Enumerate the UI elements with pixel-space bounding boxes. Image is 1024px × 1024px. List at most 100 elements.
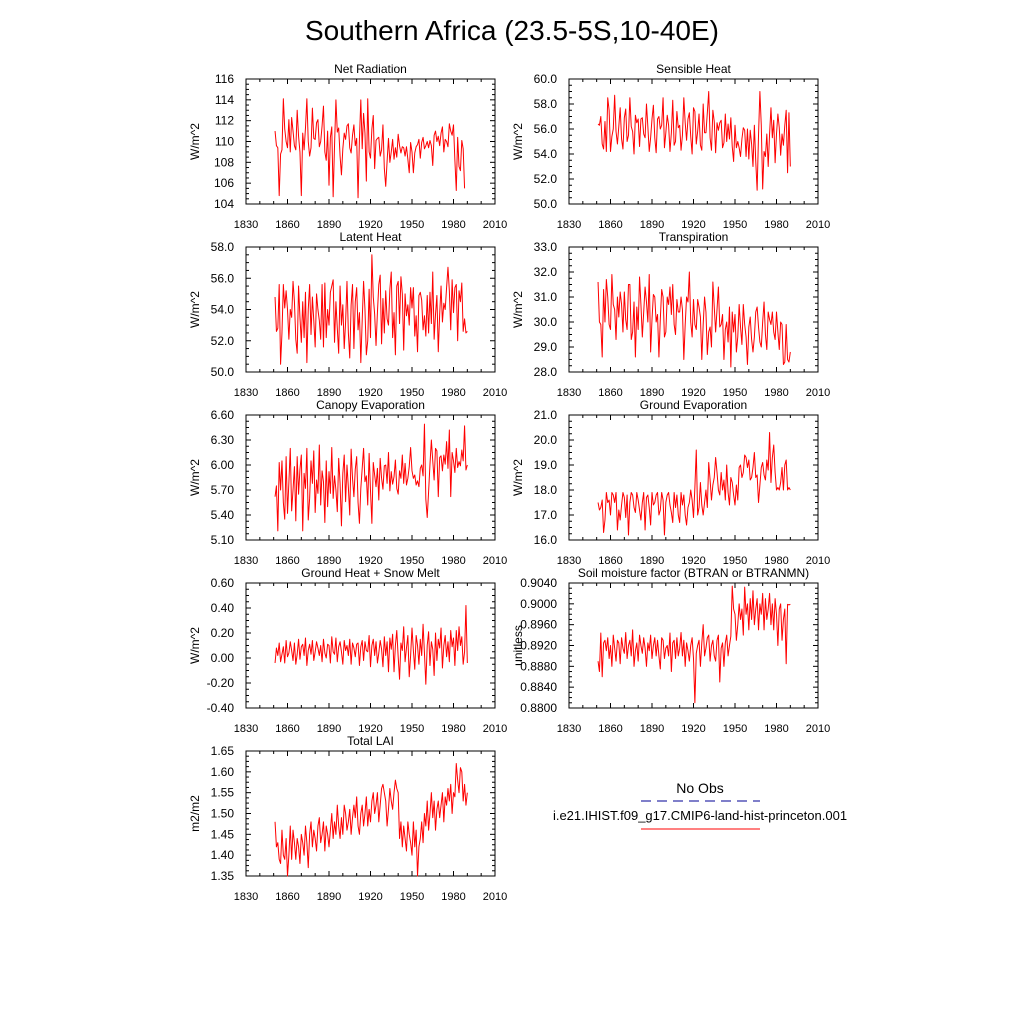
panel-title: Sensible Heat xyxy=(656,62,731,76)
legend-model-label: i.e21.IHIST.f09_g17.CMIP6-land-hist-prin… xyxy=(553,808,847,823)
x-tick-label: 1890 xyxy=(317,891,341,903)
y-axis-label: W/m^2 xyxy=(188,627,202,664)
y-tick-label: 1.35 xyxy=(211,869,235,883)
y-axis-label: W/m^2 xyxy=(188,459,202,496)
x-tick-label: 1980 xyxy=(441,723,465,735)
y-tick-label: 29.0 xyxy=(534,340,558,354)
series-line xyxy=(274,763,468,877)
x-tick-label: 1890 xyxy=(640,387,664,399)
series-line xyxy=(597,432,791,536)
x-tick-label: 1860 xyxy=(275,891,299,903)
y-tick-label: 50.0 xyxy=(534,197,558,211)
x-tick-label: 2010 xyxy=(483,723,507,735)
y-tick-label: 52.0 xyxy=(534,172,558,186)
y-tick-label: 60.0 xyxy=(534,72,558,86)
y-tick-label: 31.0 xyxy=(534,290,558,304)
y-axis-label: W/m^2 xyxy=(188,123,202,160)
x-tick-label: 1860 xyxy=(598,723,622,735)
x-tick-label: 1860 xyxy=(598,555,622,567)
x-tick-label: 1860 xyxy=(275,387,299,399)
x-tick-label: 2010 xyxy=(483,219,507,231)
series-line xyxy=(274,605,468,685)
x-tick-label: 1950 xyxy=(400,219,424,231)
y-tick-label: 0.8880 xyxy=(520,659,557,673)
y-tick-label: 0.9000 xyxy=(520,597,557,611)
y-tick-label: 1.45 xyxy=(211,827,235,841)
y-tick-label: 20.0 xyxy=(534,433,558,447)
x-tick-label: 1890 xyxy=(317,723,341,735)
x-tick-label: 1920 xyxy=(681,555,705,567)
y-tick-label: 1.65 xyxy=(211,744,235,758)
x-tick-label: 1860 xyxy=(275,723,299,735)
x-tick-label: 1830 xyxy=(557,387,581,399)
y-tick-label: 5.40 xyxy=(211,508,235,522)
legend: No Obs i.e21.IHIST.f09_g17.CMIP6-land-hi… xyxy=(553,780,847,830)
x-tick-label: 1950 xyxy=(723,219,747,231)
x-tick-label: 1890 xyxy=(317,219,341,231)
y-tick-label: 1.40 xyxy=(211,848,235,862)
y-tick-label: 108 xyxy=(214,155,234,169)
y-tick-label: 19.0 xyxy=(534,458,558,472)
y-axis-label: m2/m2 xyxy=(188,795,202,832)
x-tick-label: 1950 xyxy=(723,555,747,567)
y-tick-label: 52.0 xyxy=(211,334,235,348)
y-tick-label: 0.9040 xyxy=(520,576,557,590)
x-tick-label: 1920 xyxy=(358,891,382,903)
x-tick-label: 1980 xyxy=(764,219,788,231)
x-tick-label: 1920 xyxy=(358,219,382,231)
x-tick-label: 1950 xyxy=(400,723,424,735)
y-tick-label: 106 xyxy=(214,176,234,190)
y-axis-label: W/m^2 xyxy=(511,291,525,328)
y-axis-label: W/m^2 xyxy=(511,123,525,160)
y-tick-label: 58.0 xyxy=(534,97,558,111)
series-line xyxy=(597,91,791,191)
y-tick-label: 0.60 xyxy=(211,576,235,590)
panel-title: Latent Heat xyxy=(339,230,402,244)
panel-title: Net Radiation xyxy=(334,62,407,76)
legend-obs-label: No Obs xyxy=(676,780,723,796)
y-tick-label: 1.55 xyxy=(211,786,235,800)
y-tick-label: 0.20 xyxy=(211,626,235,640)
x-tick-label: 1980 xyxy=(764,723,788,735)
y-axis-label: W/m^2 xyxy=(511,459,525,496)
panel: Ground Evaporation W/m^2 1830 1860 1890 1920 1… xyxy=(511,398,830,567)
y-tick-label: 5.10 xyxy=(211,533,235,547)
y-tick-label: 116 xyxy=(215,72,234,86)
x-tick-label: 1920 xyxy=(681,219,705,231)
panel-title: Total LAI xyxy=(347,734,394,748)
y-tick-label: 104 xyxy=(214,197,234,211)
y-tick-label: 110 xyxy=(215,135,234,149)
x-tick-label: 1920 xyxy=(681,723,705,735)
y-tick-label: 0.8800 xyxy=(520,701,557,715)
y-tick-label: 0.00 xyxy=(211,651,235,665)
y-tick-label: 54.0 xyxy=(534,147,558,161)
panel: Soil moisture factor (BTRAN or BTRANMN) u… xyxy=(511,566,830,735)
y-tick-label: 32.0 xyxy=(534,265,558,279)
y-tick-label: 0.8920 xyxy=(520,639,557,653)
x-tick-label: 1890 xyxy=(640,555,664,567)
x-tick-label: 1830 xyxy=(234,723,258,735)
x-tick-label: 1890 xyxy=(317,387,341,399)
x-tick-label: 1830 xyxy=(234,387,258,399)
y-tick-label: 5.70 xyxy=(211,483,235,497)
x-tick-label: 1830 xyxy=(234,219,258,231)
y-axis-label: unitless xyxy=(511,625,525,666)
y-tick-label: 6.60 xyxy=(211,408,235,422)
x-tick-label: 1980 xyxy=(441,387,465,399)
y-axis-label: W/m^2 xyxy=(188,291,202,328)
y-tick-label: 6.30 xyxy=(211,433,235,447)
y-tick-label: 56.0 xyxy=(211,271,235,285)
x-tick-label: 2010 xyxy=(806,723,830,735)
panel: Sensible Heat W/m^2 1830 1860 1890 1920 1950 19… xyxy=(511,62,830,231)
y-tick-label: 30.0 xyxy=(534,315,558,329)
x-tick-label: 1830 xyxy=(234,555,258,567)
x-tick-label: 1950 xyxy=(400,891,424,903)
series-line xyxy=(274,423,468,532)
x-tick-label: 1860 xyxy=(275,555,299,567)
panel: Transpiration W/m^2 1830 1860 1890 1920 1950 19… xyxy=(511,230,830,399)
y-tick-label: 56.0 xyxy=(534,122,558,136)
y-tick-label: 114 xyxy=(215,93,234,107)
x-tick-label: 2010 xyxy=(806,387,830,399)
